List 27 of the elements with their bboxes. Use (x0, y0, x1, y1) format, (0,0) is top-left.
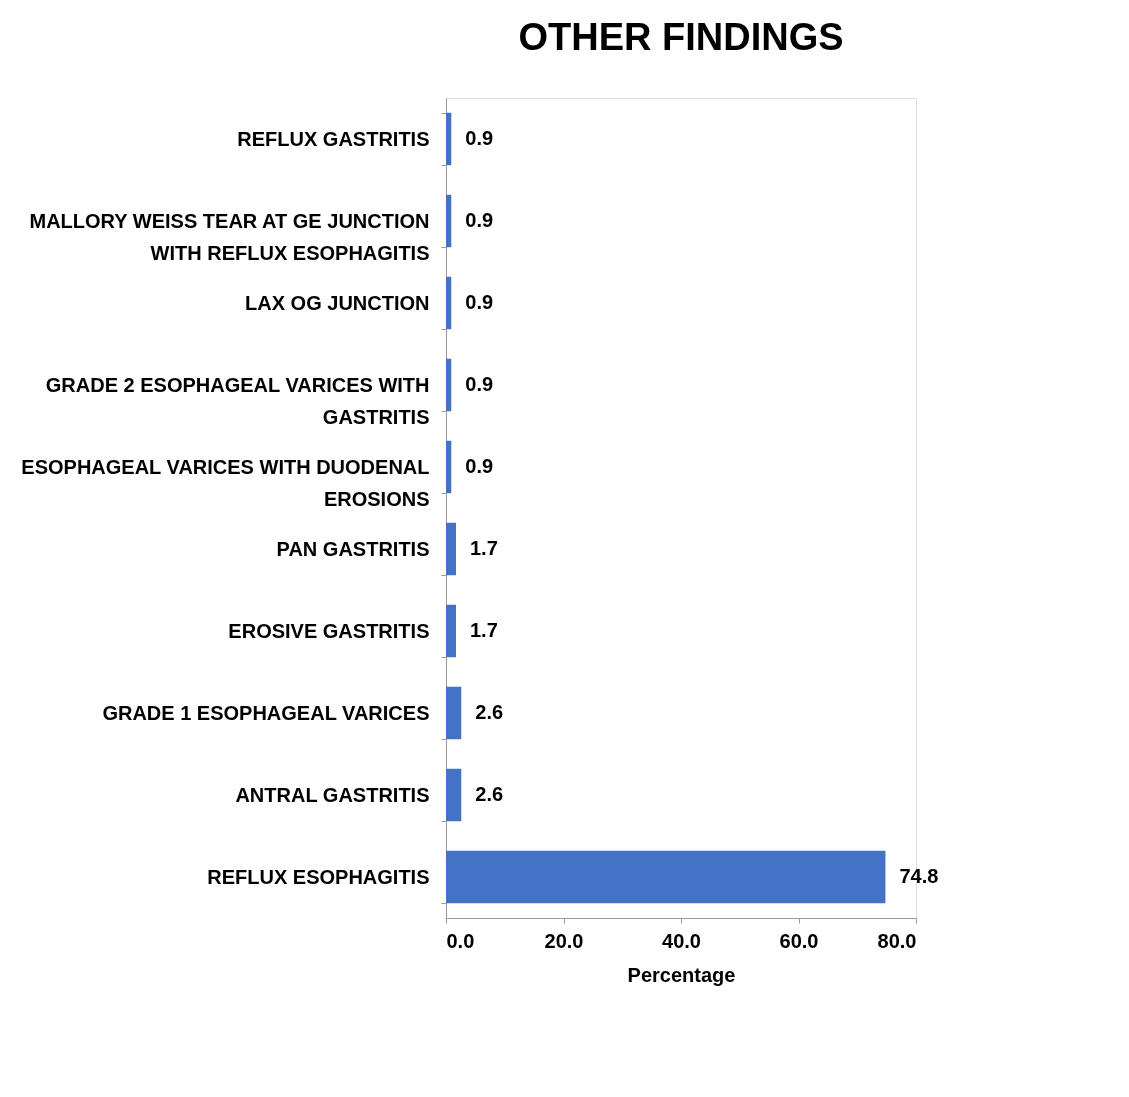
data-label: 1.7 (469, 537, 498, 559)
data-label: 0.9 (465, 455, 494, 477)
data-label: 0.9 (465, 291, 494, 313)
y-tick-label: PAN GASTRITIS (276, 537, 430, 560)
y-tick-label: GRADE 1 ESOPHAGEAL VARICES (102, 701, 430, 724)
x-tick-label: 80.0 (877, 929, 917, 952)
y-tick-label: MALLORY WEISS TEAR AT GE JUNCTION WITH REFLUX ESOPHAGITIS (29, 209, 430, 264)
y-tick-label: EROSIVE GASTRITIS (228, 619, 430, 642)
y-tick-label: GRADE 2 ESOPHAGEAL VARICES WITH GASTRITIS (45, 373, 430, 428)
data-label: 0.9 (465, 373, 494, 395)
data-label: 0.9 (465, 127, 494, 149)
x-tick-label: 60.0 (779, 929, 819, 952)
x-axis-title: Percentage (627, 963, 736, 986)
y-tick-label: ESOPHAGEAL VARICES WITH DUODENAL EROSIONS (21, 455, 430, 510)
data-label: 74.8 (899, 865, 939, 887)
chart-title: OTHER FINDINGS (518, 16, 844, 58)
data-label: 2.6 (475, 783, 504, 805)
y-tick-label: ANTRAL GASTRITIS (235, 783, 430, 806)
y-tick-label: LAX OG JUNCTION (245, 291, 430, 314)
y-tick-label: REFLUX GASTRITIS (237, 127, 430, 150)
x-tick-label: 40.0 (662, 929, 701, 952)
x-tick-label: 0.0 (446, 929, 475, 952)
data-label: 0.9 (465, 209, 494, 231)
y-tick-label: REFLUX ESOPHAGITIS (207, 865, 430, 888)
data-label: 1.7 (469, 619, 498, 641)
x-tick-label: 20.0 (544, 929, 584, 952)
data-label: 2.6 (475, 701, 504, 723)
